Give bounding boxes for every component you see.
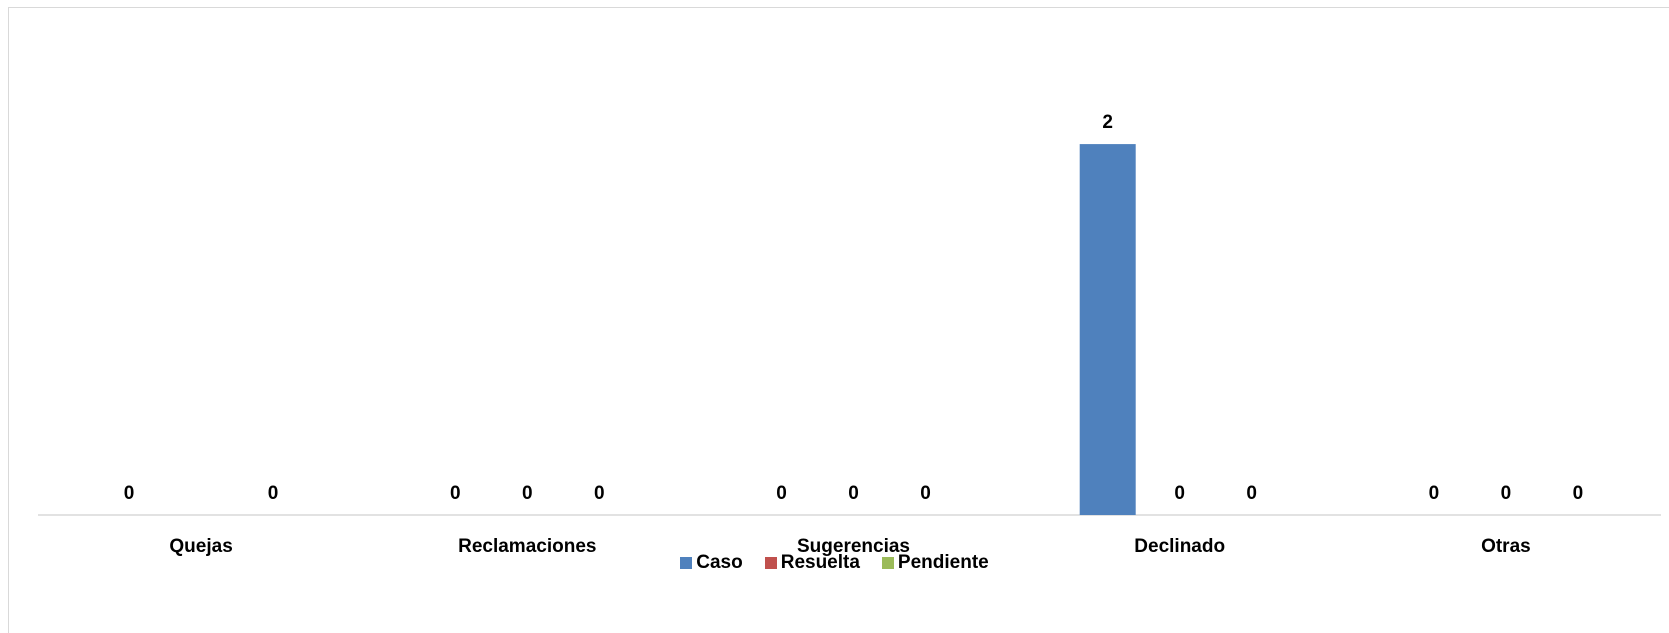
legend-item-pendiente: Pendiente — [881, 552, 989, 574]
data-label-pendiente-otras: 0 — [1573, 483, 1584, 504]
legend-swatch-caso — [680, 557, 693, 569]
data-label-caso-reclamaciones: 0 — [450, 483, 461, 504]
category-label-sugerencias: Sugerencias — [797, 536, 910, 557]
data-label-caso-sugerencias: 0 — [776, 483, 787, 504]
category-label-reclamaciones: Reclamaciones — [458, 536, 596, 557]
data-label-pendiente-declinado: 0 — [1246, 483, 1257, 504]
legend-item-caso: Caso — [680, 552, 743, 574]
data-label-resuelta-sugerencias: 0 — [848, 483, 859, 504]
legend: Caso Resuelta Pendiente — [0, 550, 1669, 576]
category-label-quejas: Quejas — [169, 536, 232, 557]
legend-label-pendiente: Pendiente — [897, 552, 989, 573]
data-label-resuelta-otras: 0 — [1501, 483, 1512, 504]
data-label-resuelta-reclamaciones: 0 — [522, 483, 533, 504]
category-label-declinado: Declinado — [1134, 536, 1225, 557]
legend-swatch-pendiente — [881, 557, 894, 569]
data-label-resuelta-declinado: 0 — [1174, 483, 1185, 504]
data-label-pendiente-sugerencias: 0 — [920, 483, 931, 504]
data-label-pendiente-quejas: 0 — [268, 483, 279, 504]
category-label-otras: Otras — [1481, 536, 1531, 557]
chart-frame — [8, 7, 1669, 633]
data-label-caso-declinado: 2 — [1102, 112, 1113, 133]
bar-caso-declinado — [1079, 144, 1136, 515]
data-label-caso-quejas: 0 — [124, 483, 135, 504]
legend-label-resuelta: Resuelta — [780, 552, 860, 573]
legend-label-caso: Caso — [696, 552, 743, 573]
legend-item-resuelta: Resuelta — [764, 552, 860, 574]
legend-swatch-resuelta — [764, 557, 777, 569]
data-label-caso-otras: 0 — [1429, 483, 1440, 504]
data-label-pendiente-reclamaciones: 0 — [594, 483, 605, 504]
